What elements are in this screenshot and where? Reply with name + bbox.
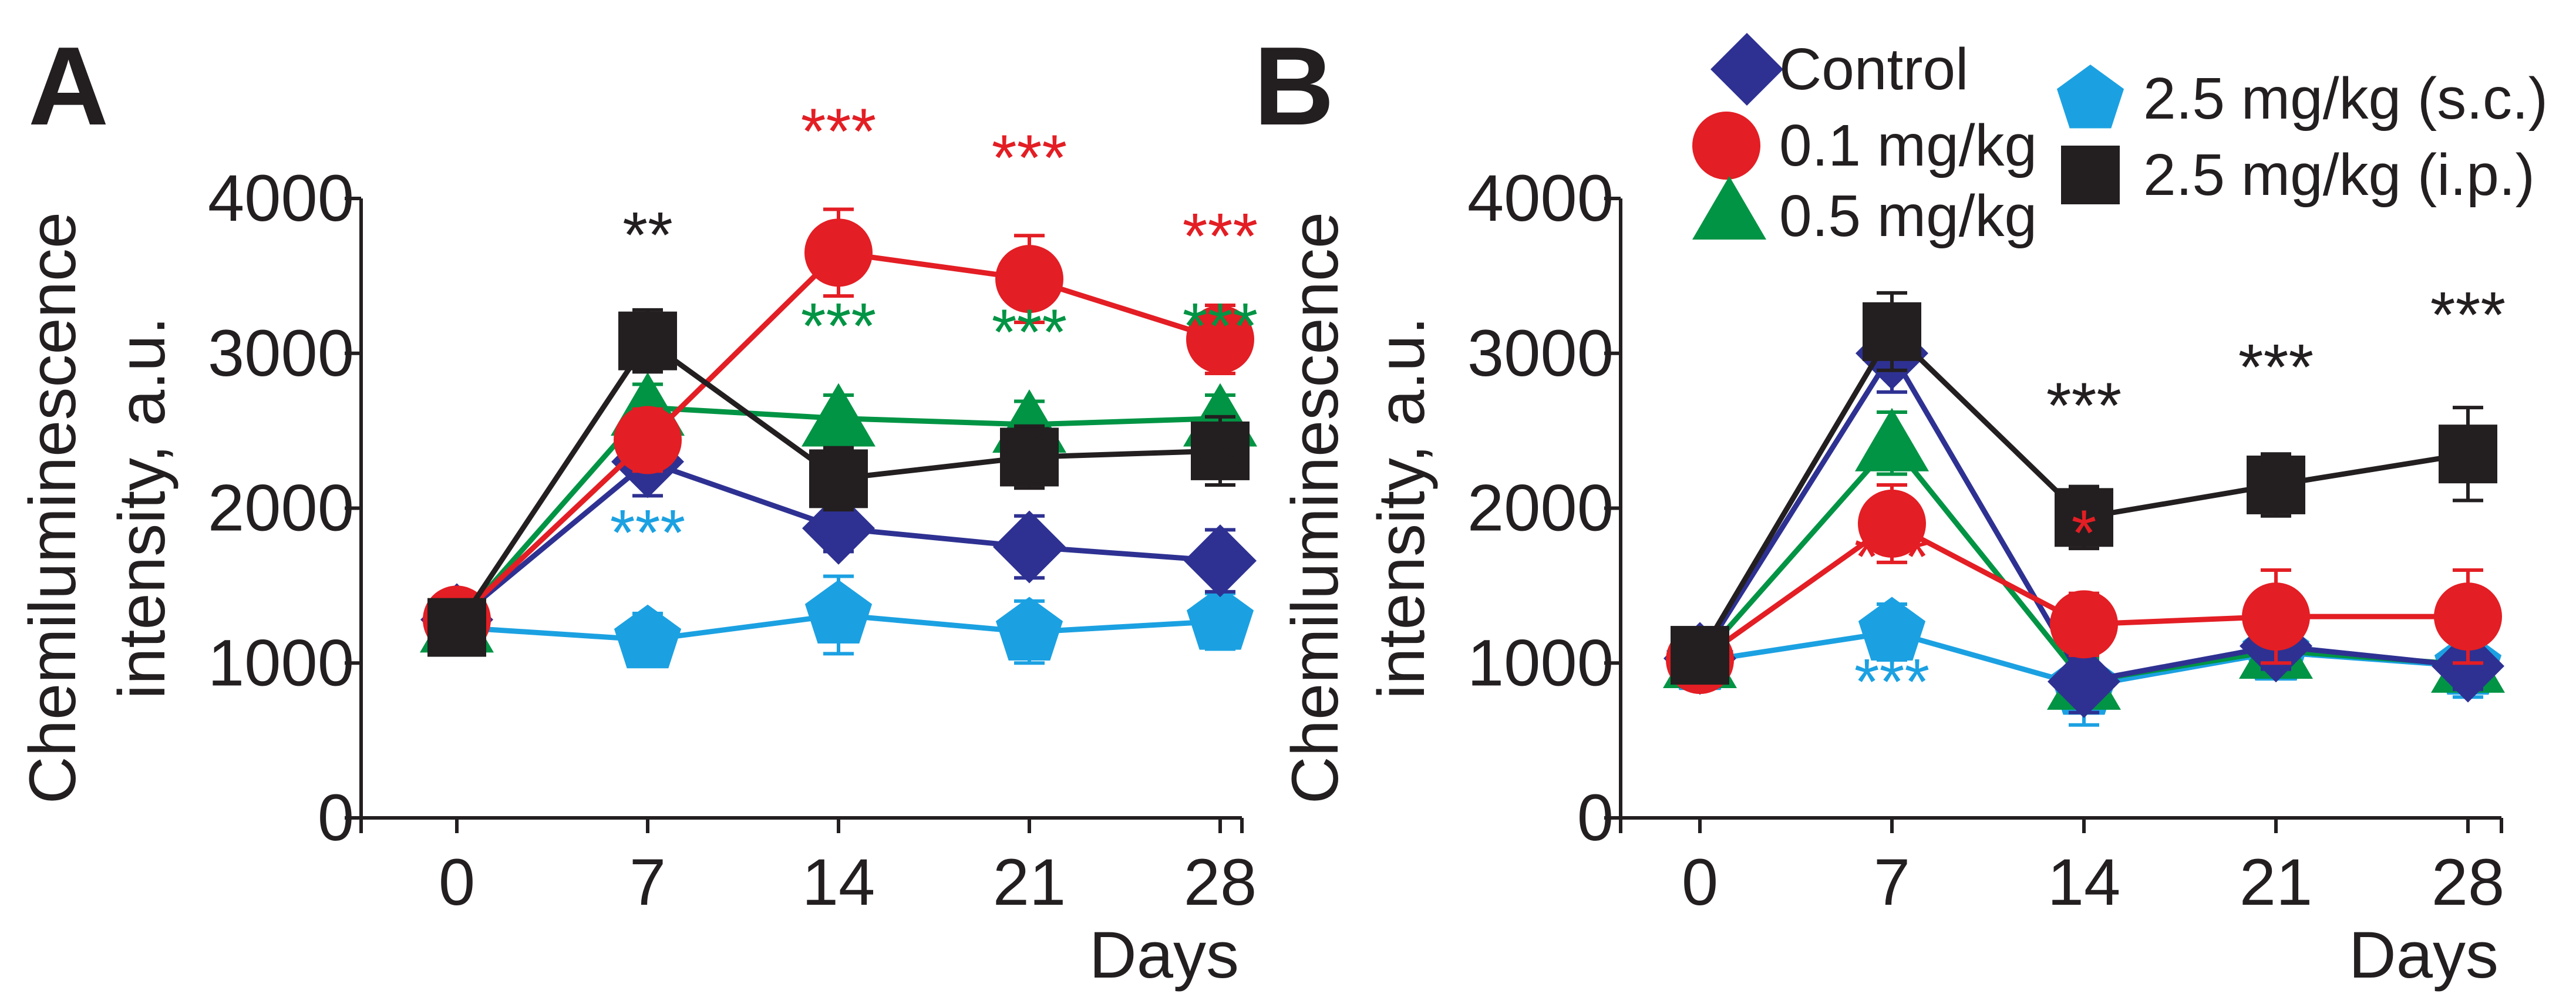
panel-a-dose01-point (614, 406, 682, 474)
panel-a-ip25-point (427, 598, 486, 657)
panel-b-axes (1604, 197, 2503, 833)
panel-b-ip25-point (1671, 626, 1729, 685)
panel-b-y-axis-label-line1: Chemiluminescence (1278, 212, 1352, 804)
legend-item-control: Control (1710, 33, 1968, 106)
panel-b-letter: B (1254, 24, 1334, 149)
panel-a-dose01-significance-label: *** (1183, 200, 1258, 272)
panel-b-y-tick-label: 4000 (1467, 161, 1614, 235)
panel-b-y-tick-label: 1000 (1467, 626, 1614, 699)
legend-marker-dose05 (1692, 176, 1766, 240)
panel-b-dose01-point (2434, 582, 2502, 651)
panel-b-dose01-significance-label: * (2072, 497, 2097, 570)
panel-a-dose05-point (802, 383, 875, 447)
panel-a-dose01-point (804, 218, 873, 287)
panel-b-ip25-significance-label: *** (2430, 279, 2506, 351)
legend-marker-control (1710, 33, 1783, 106)
panel-b-ip25-point (2439, 424, 2497, 484)
panel-a-x-tick-label: 21 (993, 845, 1066, 919)
panel-a-dose01-point (995, 245, 1063, 314)
legend-item-dose05: 0.5 mg/kg (1692, 176, 2037, 249)
panel-a-y-axis-label-line1: Chemiluminescence (16, 212, 89, 804)
panel-a-dose01-significance-label: *** (801, 95, 876, 167)
panel-a-dose05-significance-label: *** (801, 290, 876, 362)
panel-b-sc25-significance-label: *** (1854, 646, 1930, 718)
panel-a-ip25-point (1191, 421, 1250, 480)
panel-b-x-tick-label: 14 (2048, 845, 2121, 919)
panel-b-series-ip25 (1671, 291, 2497, 685)
panel-a-y-tick-label: 0 (318, 781, 354, 854)
panel-b-x-tick-label: 21 (2240, 845, 2313, 919)
panel-a-y-axis-label-line2: intensity, a.u. (105, 316, 179, 699)
legend-label-dose05: 0.5 mg/kg (1779, 183, 2037, 249)
panel-b-control-point (2048, 645, 2120, 718)
legend-label-ip25: 2.5 mg/kg (i.p.) (2143, 142, 2535, 208)
panel-a-ip25-point (809, 449, 868, 508)
panel-a-control-significance-label: * (1035, 414, 1060, 486)
legend-label-control: Control (1779, 36, 1968, 102)
panel-b-x-tick-label: 28 (2432, 845, 2505, 919)
legend-item-ip25: 2.5 mg/kg (i.p.) (2061, 142, 2535, 208)
panel-b-sc25-point (1858, 597, 1926, 661)
panel-b-x-tick-label: 7 (1874, 845, 1910, 919)
panel-a-control-point (993, 510, 1066, 584)
panel-b-y-tick-label: 3000 (1467, 316, 1614, 390)
panel-b-dose05-point (1855, 407, 1929, 471)
panel-b-dose01-point (2050, 590, 2118, 659)
panel-a-control-point (1184, 524, 1257, 598)
panel-a-y-tick-label: 3000 (208, 316, 354, 390)
legend: Control 0.1 mg/kg0.5 mg/kg 2.5 mg/kg (s.c.… (1692, 33, 2548, 249)
panel-a-y-tick-label: 1000 (208, 626, 354, 699)
legend-marker-sc25 (2056, 65, 2124, 129)
legend-label-dose01: 0.1 mg/kg (1779, 113, 2037, 178)
panel-a-sc25-point (995, 597, 1063, 661)
legend-marker-dose01 (1692, 112, 1760, 180)
panel-a-x-tick-label: 28 (1184, 845, 1257, 919)
panel-a-ip25-significance-label: ** (622, 199, 673, 271)
panel-a-sc25-significance-label: *** (610, 497, 685, 569)
panel-a-letter: A (28, 24, 109, 149)
panel-a-sc25-point (614, 604, 682, 669)
panel-a-sc25-point (804, 580, 873, 643)
panel-b-dose01-significance-label: *** (1854, 521, 1930, 593)
panel-b-y-axis-label-line2: intensity, a.u. (1365, 316, 1438, 699)
panel-b-ip25-point (2247, 455, 2305, 514)
panel-b-ip25-significance-label: *** (2238, 331, 2314, 403)
legend-item-sc25: 2.5 mg/kg (s.c.) (2056, 65, 2548, 132)
panel-b-ip25-point (1863, 302, 1921, 361)
panel-a-control-point (802, 491, 875, 565)
panel-a-control-significance-label: ** (1195, 427, 1245, 500)
panel-b-ip25-significance-label: *** (2046, 370, 2122, 442)
panel-a-y-tick-label: 2000 (208, 471, 354, 545)
panel-a-sc25-point (1186, 586, 1254, 650)
panel-b-ip25-point (2055, 488, 2113, 547)
panel-a-x-tick-label: 7 (629, 845, 666, 919)
panel-a-axes (345, 197, 1244, 833)
panel-b-control-point (2432, 629, 2504, 703)
panel-a-dose05-significance-label: *** (1183, 290, 1258, 362)
legend-marker-ip25 (2061, 146, 2120, 204)
panel-a-series-ip25 (427, 308, 1250, 657)
panel-a-series-sc25 (423, 574, 1254, 669)
panel-b-x-axis-label: Days (2349, 918, 2498, 992)
panel-a-x-tick-label: 14 (802, 845, 875, 919)
panel-a-dose01-significance-label: *** (992, 122, 1067, 194)
panel-a-x-tick-label: 0 (439, 845, 475, 919)
panel-a-ip25-point (618, 311, 677, 370)
panel-a-dose01-point (1186, 305, 1254, 374)
panel-a-x-axis-label: Days (1089, 918, 1239, 992)
panel-a-y-tick-label: 4000 (208, 161, 354, 235)
legend-label-sc25: 2.5 mg/kg (s.c.) (2143, 66, 2548, 132)
panel-a-ip25-point (1000, 427, 1059, 487)
panel-b-x-tick-label: 0 (1682, 845, 1718, 919)
panel-a-dose05-significance-label: *** (992, 297, 1067, 369)
panel-b-dose01-point (1858, 489, 1926, 558)
panel-b-y-tick-label: 2000 (1467, 471, 1614, 545)
legend-item-dose01: 0.1 mg/kg (1692, 112, 2037, 180)
panel-b-y-tick-label: 0 (1577, 781, 1614, 854)
panel-b-dose01-point (2242, 582, 2310, 651)
